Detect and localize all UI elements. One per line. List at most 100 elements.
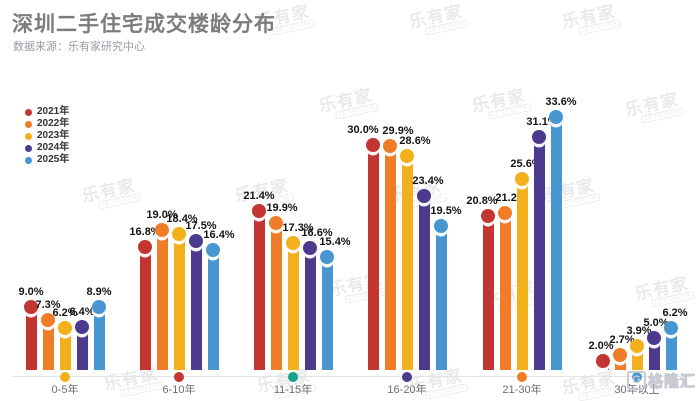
category-axis-dot bbox=[288, 372, 298, 382]
bar-11-15年-2025年[interactable] bbox=[320, 250, 334, 370]
bar-16-20年-2023年[interactable] bbox=[400, 148, 414, 370]
bar-cap bbox=[549, 110, 563, 125]
bar-30年以上-2024年[interactable] bbox=[647, 330, 661, 370]
legend-label: 2024年 bbox=[37, 142, 70, 153]
legend: 2021年 2022年 2023年 2024年 2025年 bbox=[25, 106, 69, 166]
value-label: 16.6% bbox=[301, 227, 333, 240]
watermark-text: 乐有家 bbox=[633, 273, 691, 304]
gelonghui-g-icon: G bbox=[626, 371, 646, 390]
value-label: 9.0% bbox=[18, 285, 44, 298]
value-label: 19.5% bbox=[430, 204, 462, 217]
bar-11-15年-2024年[interactable] bbox=[303, 241, 317, 370]
bar-30年以上-2025年[interactable] bbox=[664, 321, 678, 370]
category-label: 16-20年 bbox=[387, 384, 427, 396]
bar-cap bbox=[75, 319, 89, 334]
bar-21-30年-2025年[interactable] bbox=[549, 110, 563, 370]
bar-6-10年-2022年[interactable] bbox=[155, 222, 169, 370]
bar-6-10年-2021年[interactable] bbox=[138, 239, 152, 370]
bar-16-20年-2021年[interactable] bbox=[366, 138, 380, 370]
value-label: 17.5% bbox=[185, 220, 217, 233]
bar-0-5年-2025年[interactable] bbox=[92, 300, 106, 370]
bar-cap bbox=[189, 234, 203, 249]
bar-11-15年-2021年[interactable] bbox=[252, 204, 266, 370]
bar-0-5年-2023年[interactable] bbox=[58, 321, 72, 370]
value-label: 19.9% bbox=[266, 201, 298, 214]
bar-16-20年-2022年[interactable] bbox=[383, 138, 397, 370]
bar-30年以上-2023年[interactable] bbox=[630, 338, 644, 370]
watermark-text: 乐有家 bbox=[102, 363, 160, 394]
value-label: 2.7% bbox=[609, 334, 635, 347]
bar-16-20年-2025年[interactable] bbox=[434, 218, 448, 370]
bar-21-30年-2024年[interactable] bbox=[532, 129, 546, 370]
bar-cap bbox=[155, 222, 169, 237]
value-label: 7.3% bbox=[35, 298, 61, 311]
legend-label: 2023年 bbox=[37, 130, 70, 141]
category-label: 11-15年 bbox=[273, 384, 313, 396]
value-label: 15.4% bbox=[319, 236, 351, 249]
watermark-subtext: LEYOUJIA bbox=[97, 192, 142, 210]
legend-dot-icon bbox=[25, 120, 32, 128]
bar-cap bbox=[400, 148, 414, 163]
value-label: 2.0% bbox=[588, 339, 614, 352]
legend-item-2024[interactable]: 2024年 bbox=[25, 142, 69, 154]
bar-cap bbox=[596, 353, 610, 368]
value-label: 29.9% bbox=[382, 124, 414, 137]
value-label: 23.4% bbox=[412, 174, 444, 187]
value-label: 20.8% bbox=[466, 194, 498, 207]
legend-label: 2025年 bbox=[37, 154, 70, 165]
watermark-subtext: LEYOUJIA bbox=[640, 106, 685, 124]
value-label: 3.9% bbox=[626, 324, 652, 337]
bar-0-5年-2022年[interactable] bbox=[41, 312, 55, 370]
value-label: 5.0% bbox=[643, 316, 669, 329]
bar-21-30年-2021年[interactable] bbox=[481, 208, 495, 370]
watermark-subtext: LEYOUJIA bbox=[577, 18, 622, 36]
bar-16-20年-2024年[interactable] bbox=[417, 188, 431, 370]
bar-21-30年-2022年[interactable] bbox=[498, 205, 512, 370]
legend-item-2022[interactable]: 2022年 bbox=[25, 118, 69, 130]
bar-cap bbox=[303, 241, 317, 256]
legend-item-2025[interactable]: 2025年 bbox=[25, 154, 69, 166]
bar-cap bbox=[269, 215, 283, 230]
bar-cap bbox=[24, 299, 38, 314]
legend-label: 2021年 bbox=[37, 106, 70, 117]
bar-cap bbox=[613, 348, 627, 363]
watermark-text: 乐有家 bbox=[317, 85, 375, 116]
value-label: 8.9% bbox=[86, 286, 112, 299]
bar-cap bbox=[41, 312, 55, 327]
bar-cap bbox=[286, 235, 300, 250]
watermark-text: 乐有家 bbox=[623, 89, 681, 120]
bar-6-10年-2024年[interactable] bbox=[189, 234, 203, 370]
bar-cap bbox=[320, 250, 334, 265]
bar-30年以上-2021年[interactable] bbox=[596, 353, 610, 370]
bar-6-10年-2023年[interactable] bbox=[172, 227, 186, 370]
bar-0-5年-2024年[interactable] bbox=[75, 319, 89, 370]
value-label: 33.6% bbox=[545, 96, 577, 109]
bar-30年以上-2022年[interactable] bbox=[613, 348, 627, 370]
chart-title: 深圳二手住宅成交楼龄分布 bbox=[12, 13, 276, 36]
watermark-subtext: LEYOUJIA bbox=[487, 102, 532, 120]
bar-0-5年-2021年[interactable] bbox=[24, 299, 38, 370]
bar-cap bbox=[434, 218, 448, 233]
legend-dot-icon bbox=[25, 156, 32, 164]
bar-cap bbox=[383, 138, 397, 153]
legend-item-2021[interactable]: 2021年 bbox=[25, 106, 69, 118]
category-label: 21-30年 bbox=[502, 384, 542, 396]
category-label: 30年以上 bbox=[614, 384, 660, 396]
category-label: 6-10年 bbox=[162, 384, 196, 396]
watermark-text: 乐有家 bbox=[80, 175, 138, 206]
bar-11-15年-2022年[interactable] bbox=[269, 215, 283, 370]
bar-11-15年-2023年[interactable] bbox=[286, 235, 300, 370]
watermark-subtext: LEYOUJIA bbox=[344, 286, 389, 304]
bar-cap bbox=[172, 227, 186, 242]
bar-cap bbox=[664, 321, 678, 336]
bar-6-10年-2025年[interactable] bbox=[206, 242, 220, 370]
bar-cap bbox=[417, 188, 431, 203]
bar-21-30年-2023年[interactable] bbox=[515, 171, 529, 370]
legend-item-2023[interactable]: 2023年 bbox=[25, 130, 69, 142]
